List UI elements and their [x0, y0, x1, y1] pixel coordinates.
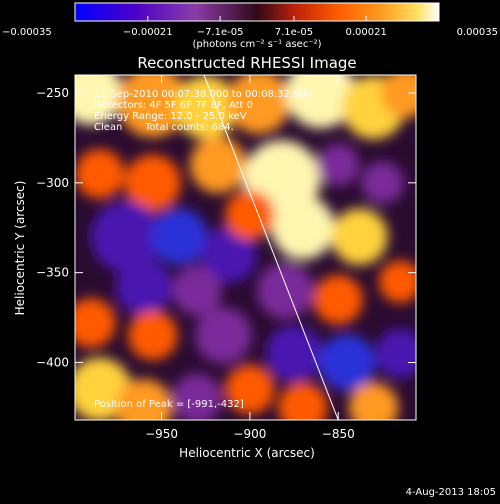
heatmap-blob-16 [150, 208, 208, 265]
heatmap-layer [75, 75, 416, 420]
heatmap-blob-14 [317, 143, 360, 187]
x-axis-label: Heliocentric X (arcsec) [179, 446, 315, 460]
heatmap-blob-20 [256, 262, 314, 319]
heatmap-blob-18 [115, 258, 173, 316]
chart-title: Reconstructed RHESSI Image [137, 54, 356, 72]
colorbar-tick-label: −0.00035 [2, 27, 52, 38]
colorbar-tick-label: 0.00021 [346, 27, 387, 38]
heatmap-blob-13 [361, 161, 404, 205]
annotation-counts: Total counts: 684. [144, 122, 234, 133]
colorbar [75, 3, 439, 21]
footer-date: 4-Aug-2013 18:05 [406, 487, 496, 498]
heatmap-blob-26 [265, 325, 323, 382]
heatmap-blob-23 [75, 298, 116, 348]
heatmap-blob-32 [225, 364, 275, 415]
plot-frame [74, 74, 417, 421]
heatmap-blob-21 [313, 274, 363, 325]
heatmap-blob-12 [331, 208, 388, 265]
heatmap-blob-0 [75, 75, 123, 125]
x-tick-label: −900 [233, 427, 266, 441]
heatmap-blob-33 [278, 382, 328, 420]
heatmap-blob-31 [172, 373, 222, 420]
colorbar-tick-label: 0.00035 [457, 27, 498, 38]
annotation-energy: Energy Range: 12.0 - 25.0 keV [94, 111, 247, 122]
heatmap-blob-2 [173, 75, 238, 140]
y-tick-label: −400 [36, 356, 69, 370]
heatmap-blob-4 [285, 75, 356, 129]
colorbar-unit-label: (photons cm⁻² s⁻¹ asec⁻²) [192, 39, 321, 50]
colorbar-tick-label: −0.00021 [123, 27, 173, 38]
heatmap-blob-34 [348, 382, 399, 420]
heatmap-blob-11 [271, 195, 335, 260]
heatmap-blob-35 [172, 265, 222, 316]
y-tick-label: −300 [36, 176, 69, 190]
annotation-peak: Position of Peak = [-991,-432] [94, 399, 244, 410]
heatmap-blob-25 [195, 307, 252, 364]
heatmap-blob-15 [90, 201, 162, 273]
solar-limb-line [203, 75, 339, 420]
heatmap-blob-30 [115, 379, 173, 420]
heatmap-blob-28 [375, 328, 416, 379]
colorbar-tick-label: −7.1e-05 [197, 27, 244, 38]
x-tick-label: −950 [145, 427, 178, 441]
heatmap-blob-24 [128, 310, 178, 361]
heatmap-blob-3 [226, 75, 291, 134]
annotation-clean: Clean [94, 122, 122, 133]
heatmap-blob-9 [189, 136, 247, 194]
colorbar-frame [74, 2, 440, 22]
heatmap-blob-27 [318, 334, 376, 391]
axis-ticks: −950 −900 −850 −250 −300 −350 −400 [36, 75, 416, 441]
heatmap-blob-6 [380, 75, 416, 118]
y-tick-label: −250 [36, 86, 69, 100]
heatmap-blob-22 [378, 260, 416, 303]
x-tick-label: −850 [322, 427, 355, 441]
y-axis-label: Heliocentric Y (arcsec) [13, 181, 27, 316]
heatmap-blob-7 [75, 149, 125, 199]
annotation-time-range: 11-Sep-2010 00:07:38.000 to 00:08:32.000 [94, 89, 312, 100]
heatmap-blob-8 [124, 154, 182, 212]
y-tick-label: −350 [36, 266, 69, 280]
colorbar-tick-label: 7.1e-05 [275, 27, 313, 38]
heatmap-blob-17 [200, 226, 257, 283]
heatmap-blob-19 [225, 190, 275, 240]
annotation-detectors: Detectors: 4F 5F 6F 7F 8F, Att 0 [94, 100, 253, 111]
heatmap-blob-1 [117, 75, 189, 138]
colorbar-ticks: −0.00035 −0.00021 −7.1e-05 7.1e-05 0.00021 0.… [2, 16, 498, 38]
